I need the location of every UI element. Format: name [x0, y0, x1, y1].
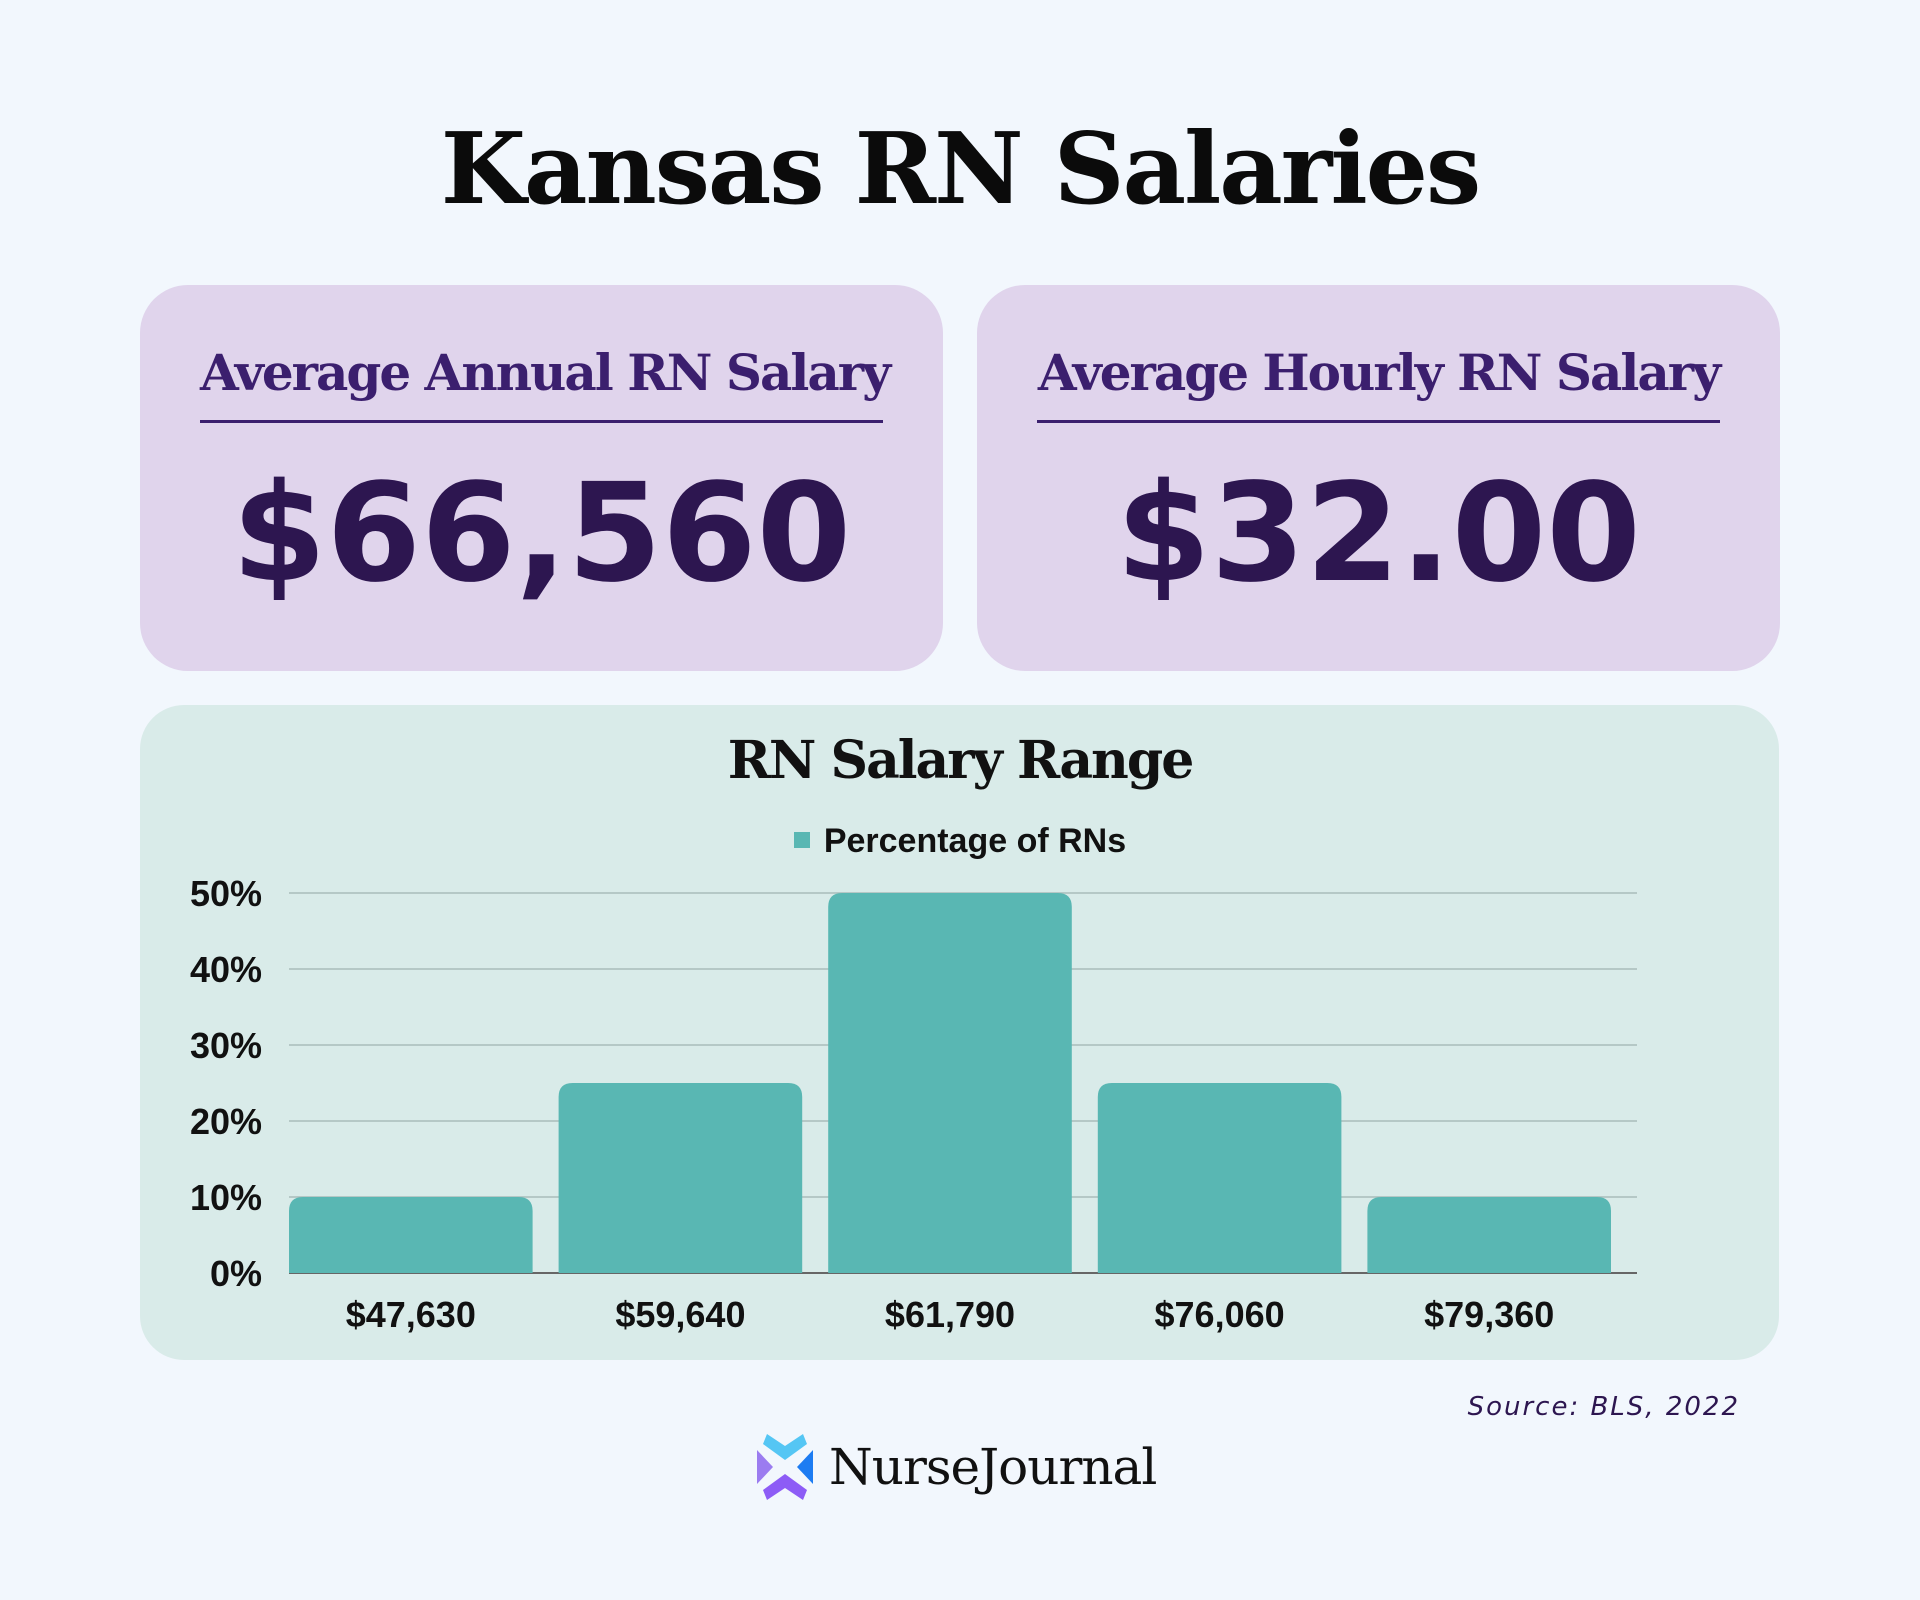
annual-salary-label: Average Annual RN Salary [200, 343, 891, 423]
y-tick-label: 50% [190, 873, 262, 914]
annual-salary-card: Average Annual RN Salary $66,560 [140, 285, 943, 671]
chart-legend: Percentage of RNs [0, 822, 1920, 861]
bar [828, 893, 1072, 1273]
x-tick-label: $61,790 [885, 1294, 1015, 1335]
x-tick-label: $79,360 [1424, 1294, 1554, 1335]
hourly-salary-value: $32.00 [1116, 455, 1641, 613]
page-title: Kansas RN Salaries [440, 112, 1481, 227]
nursejournal-logo: NurseJournal [755, 1432, 1157, 1502]
legend-swatch [793, 832, 810, 849]
annual-salary-value: $66,560 [231, 455, 852, 613]
y-tick-label: 20% [190, 1101, 262, 1142]
bar [1097, 1083, 1342, 1273]
logo-icon [757, 1434, 813, 1500]
y-tick-label: 10% [190, 1177, 262, 1218]
bar [558, 1083, 803, 1273]
x-tick-label: $76,060 [1155, 1294, 1285, 1335]
logo-text: NurseJournal [829, 1438, 1157, 1496]
x-tick-label: $47,630 [346, 1294, 476, 1335]
chart-title: RN Salary Range [727, 730, 1195, 791]
y-tick-label: 0% [210, 1253, 262, 1294]
source-note: Source: BLS, 2022 [1467, 1392, 1740, 1422]
bar [289, 1197, 533, 1273]
hourly-salary-card: Average Hourly RN Salary $32.00 [977, 285, 1780, 671]
bar [1367, 1197, 1611, 1273]
legend-label: Percentage of RNs [823, 822, 1127, 860]
y-tick-label: 30% [190, 1025, 262, 1066]
x-tick-label: $59,640 [615, 1294, 745, 1335]
y-tick-label: 40% [190, 949, 262, 990]
hourly-salary-label: Average Hourly RN Salary [1037, 343, 1721, 423]
